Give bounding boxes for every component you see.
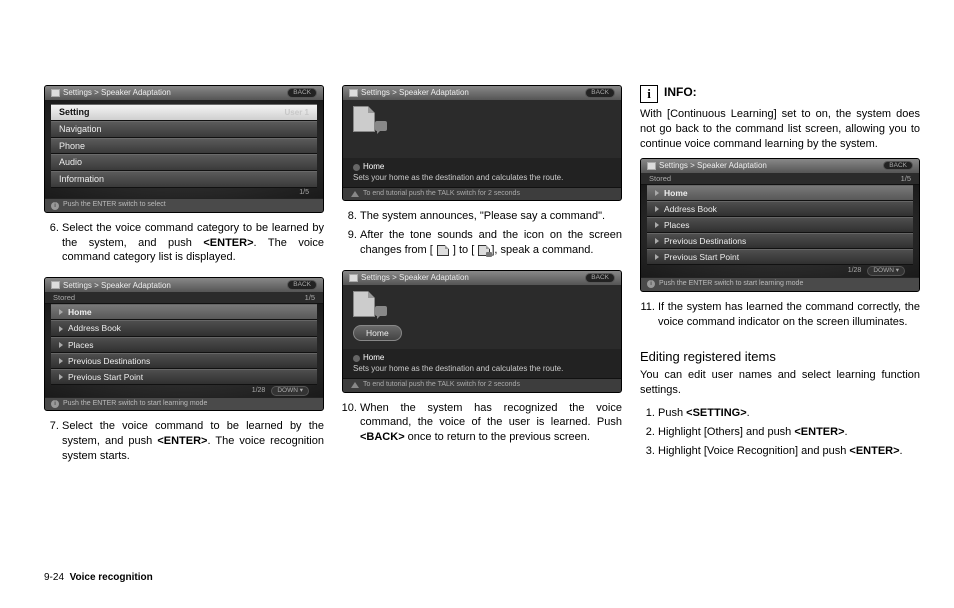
list-item: Places xyxy=(51,337,317,353)
step-7: Select the voice command to be learned b… xyxy=(62,419,324,464)
edit-step: Highlight [Others] and push <ENTER>. xyxy=(658,425,920,440)
header-icon xyxy=(51,89,60,97)
step-8: The system announces, "Please say a comm… xyxy=(360,209,622,224)
screenshot-home-recognized: Settings > Speaker Adaptation BACK Home … xyxy=(342,270,622,393)
edit-step: Highlight [Voice Recognition] and push <… xyxy=(658,444,920,459)
info-box-icon: i xyxy=(640,85,658,103)
bubble-icon xyxy=(375,121,387,131)
back-pill: BACK xyxy=(287,88,317,98)
sheet-icon xyxy=(353,106,375,132)
list-item: Previous Start Point xyxy=(647,249,913,265)
info-title: INFO: xyxy=(664,85,697,99)
list-item: Previous Destinations xyxy=(51,353,317,369)
shot-footer: Push the ENTER switch to select xyxy=(63,201,166,209)
edit-step: Push <SETTING>. xyxy=(658,406,920,421)
editing-heading: Editing registered items xyxy=(640,349,920,364)
info-body: With [Continuous Learning] set to on, th… xyxy=(640,107,920,152)
list-item: Home xyxy=(51,304,317,320)
screenshot-settings-menu: Settings > Speaker Adaptation BACK Setti… xyxy=(44,85,324,213)
info-icon: i xyxy=(51,202,59,210)
mic-icon xyxy=(351,191,359,197)
step-11: If the system has learned the command co… xyxy=(658,300,920,330)
pager: 1/5 xyxy=(299,189,309,197)
list-item: Previous Start Point xyxy=(51,369,317,385)
step-9: After the tone sounds and the icon on th… xyxy=(360,228,622,258)
editing-intro: You can edit user names and select learn… xyxy=(640,368,920,398)
list-item: Address Book xyxy=(51,320,317,336)
screenshot-command-list-2: Settings > Speaker Adaptation BACK Store… xyxy=(640,158,920,292)
menu-row: Phone xyxy=(51,138,317,155)
page-footer: 9-24 Voice recognition xyxy=(44,572,153,583)
step-10: When the system has recognized the voice… xyxy=(360,401,622,446)
step-6: Select the voice command category to be … xyxy=(62,221,324,266)
menu-row: SettingUser 1 xyxy=(51,104,317,121)
list-item: Home xyxy=(647,185,913,201)
list-item: Places xyxy=(647,217,913,233)
list-item: Address Book xyxy=(647,201,913,217)
list-item: Previous Destinations xyxy=(647,233,913,249)
menu-row: Navigation xyxy=(51,121,317,138)
icon-after xyxy=(478,245,490,256)
icon-before xyxy=(437,245,449,256)
shot-title: Settings > Speaker Adaptation xyxy=(63,88,171,98)
screenshot-command-list: Settings > Speaker Adaptation BACK Store… xyxy=(44,277,324,411)
home-pill: Home xyxy=(353,325,402,341)
menu-row: Audio xyxy=(51,154,317,171)
screenshot-say-command: Settings > Speaker Adaptation BACK Home … xyxy=(342,85,622,201)
menu-row: Information xyxy=(51,171,317,188)
